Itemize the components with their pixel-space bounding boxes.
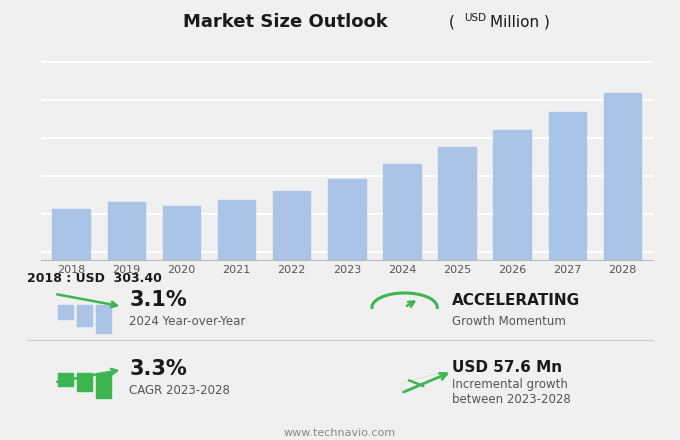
Bar bbox=[549, 113, 586, 440]
Text: 3.1%: 3.1% bbox=[129, 290, 187, 310]
Bar bbox=[273, 191, 310, 440]
Text: Incremental growth
between 2023-2028: Incremental growth between 2023-2028 bbox=[452, 378, 571, 406]
Bar bbox=[163, 206, 200, 440]
Text: ACCELERATING: ACCELERATING bbox=[452, 293, 580, 308]
Bar bbox=[328, 179, 366, 440]
Bar bbox=[384, 164, 421, 440]
Text: www.technavio.com: www.technavio.com bbox=[284, 428, 396, 438]
Bar bbox=[58, 304, 73, 319]
Bar bbox=[604, 93, 641, 440]
Bar bbox=[77, 373, 92, 391]
Text: Growth Momentum: Growth Momentum bbox=[452, 315, 566, 328]
Bar bbox=[52, 209, 90, 440]
Bar bbox=[96, 304, 111, 333]
Bar bbox=[58, 373, 73, 386]
Text: CAGR 2023-2028: CAGR 2023-2028 bbox=[129, 384, 230, 397]
Bar bbox=[494, 130, 531, 440]
Text: (: ( bbox=[449, 14, 455, 29]
Bar bbox=[107, 202, 145, 440]
Bar bbox=[439, 147, 476, 440]
Bar bbox=[218, 200, 255, 440]
Text: USD 57.6 Mn: USD 57.6 Mn bbox=[452, 360, 562, 375]
Bar bbox=[96, 373, 111, 398]
Text: 2018 : USD  303.40: 2018 : USD 303.40 bbox=[27, 272, 162, 285]
Text: 2024 Year-over-Year: 2024 Year-over-Year bbox=[129, 315, 245, 328]
Text: Million ): Million ) bbox=[490, 14, 549, 29]
Bar bbox=[77, 304, 92, 326]
Text: Market Size Outlook: Market Size Outlook bbox=[183, 13, 388, 31]
Text: 3.3%: 3.3% bbox=[129, 359, 187, 379]
Text: USD: USD bbox=[464, 13, 486, 23]
